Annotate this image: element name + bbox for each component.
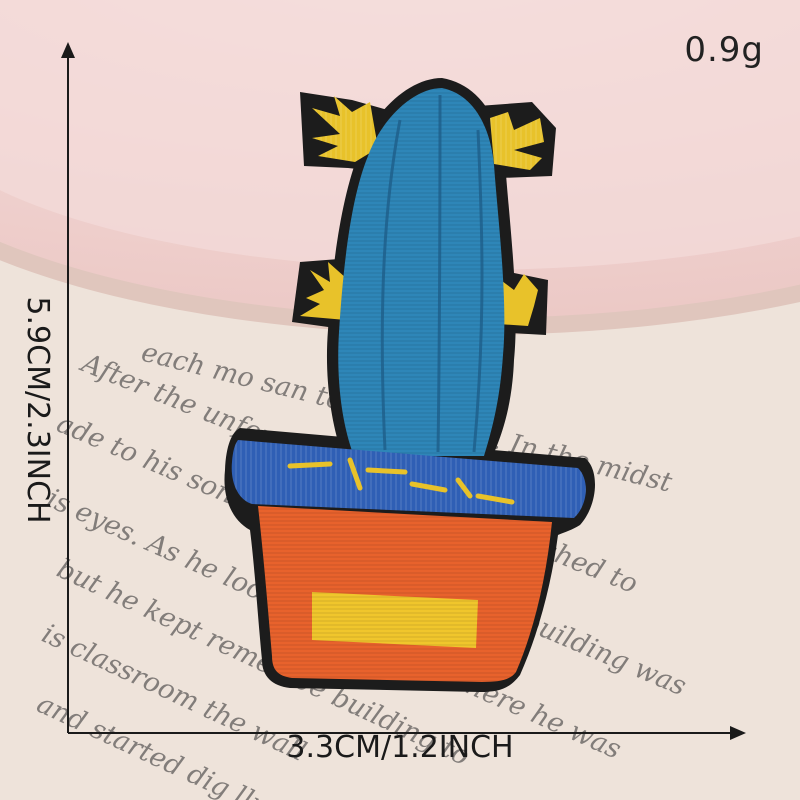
weight-label: 0.9g <box>684 30 764 70</box>
cactus-patch <box>224 78 596 692</box>
width-arrow-head <box>730 726 746 740</box>
width-measurement-label: 3.3CM/1.2INCH <box>286 730 514 765</box>
measurement-arrows <box>61 42 746 740</box>
pot-rim-stitches <box>287 457 515 505</box>
height-measurement-label: 5.9CM/2.3INCH <box>20 296 55 524</box>
height-arrow-head <box>61 42 75 58</box>
